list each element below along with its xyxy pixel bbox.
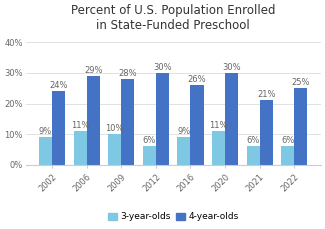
- Bar: [260, 101, 273, 165]
- Text: 9%: 9%: [39, 127, 52, 136]
- Bar: [52, 91, 65, 165]
- Title: Percent of U.S. Population Enrolled
in State-Funded Preschool: Percent of U.S. Population Enrolled in S…: [71, 4, 276, 32]
- Text: 11%: 11%: [71, 121, 89, 130]
- Bar: [87, 76, 100, 165]
- Legend: 3-year-olds, 4-year-olds: 3-year-olds, 4-year-olds: [106, 211, 241, 223]
- Text: 21%: 21%: [257, 90, 276, 99]
- Text: 6%: 6%: [246, 136, 260, 145]
- Bar: [108, 134, 121, 165]
- Text: 11%: 11%: [209, 121, 228, 130]
- Text: 6%: 6%: [143, 136, 156, 145]
- Text: 25%: 25%: [292, 78, 310, 87]
- Bar: [39, 137, 52, 165]
- Text: 28%: 28%: [119, 69, 137, 78]
- Text: 26%: 26%: [188, 75, 206, 84]
- Bar: [156, 73, 169, 165]
- Bar: [225, 73, 238, 165]
- Bar: [294, 88, 307, 165]
- Bar: [177, 137, 190, 165]
- Bar: [190, 85, 204, 165]
- Text: 30%: 30%: [153, 63, 172, 72]
- Text: 6%: 6%: [281, 136, 294, 145]
- Text: 9%: 9%: [177, 127, 190, 136]
- Bar: [143, 147, 156, 165]
- Bar: [247, 147, 260, 165]
- Bar: [212, 131, 225, 165]
- Bar: [121, 79, 135, 165]
- Bar: [73, 131, 87, 165]
- Text: 29%: 29%: [84, 66, 103, 75]
- Text: 10%: 10%: [106, 124, 124, 133]
- Text: 24%: 24%: [49, 81, 68, 90]
- Text: 30%: 30%: [222, 63, 241, 72]
- Bar: [281, 147, 294, 165]
